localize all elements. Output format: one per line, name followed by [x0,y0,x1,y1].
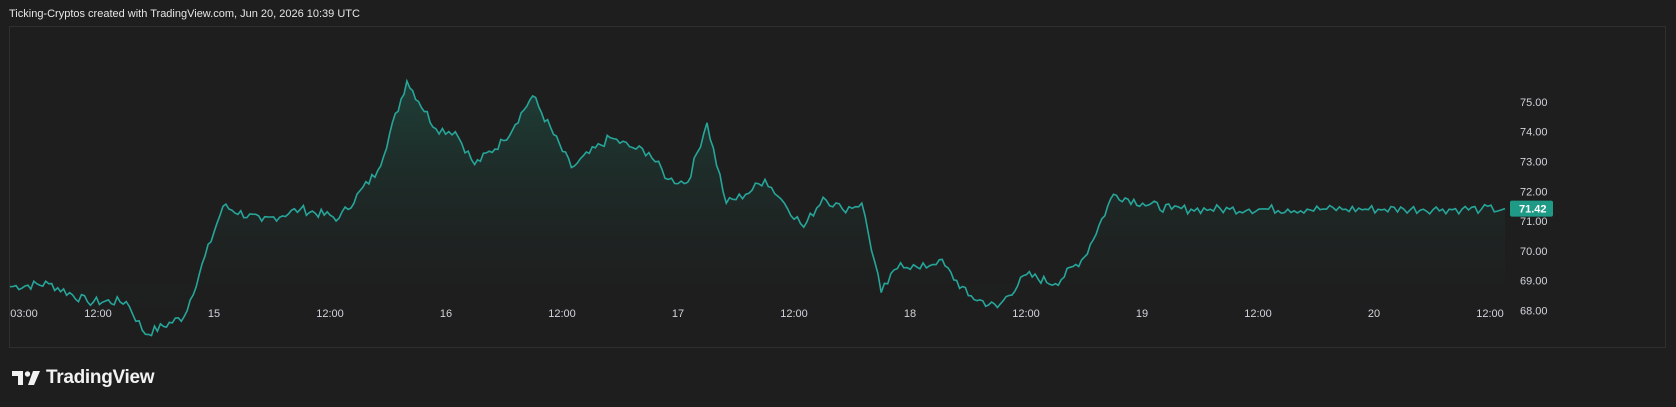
x-tick-label: 12:00 [548,308,576,320]
x-tick-label: 03:00 [10,308,38,320]
x-tick-label: 12:00 [1244,308,1272,320]
y-tick-label: 75.00 [1520,97,1548,109]
y-tick-label: 72.00 [1520,186,1548,198]
chart-caption: Ticking-Cryptos created with TradingView… [9,8,360,20]
x-tick-label: 12:00 [1012,308,1040,320]
x-tick-label: 17 [672,308,684,320]
price-chart[interactable]: 68.00 69.00 70.00 71.00 72.00 73.00 74.00 75.00… [10,27,1667,349]
y-tick-label: 69.00 [1520,276,1548,288]
x-tick-label: 15 [208,308,220,320]
x-tick-label: 16 [440,308,452,320]
tradingview-logo-icon [12,371,40,385]
y-tick-label: 74.00 [1520,127,1548,139]
x-tick-label: 20 [1368,308,1380,320]
price-axis[interactable]: 68.00 69.00 70.00 71.00 72.00 73.00 74.00 75.00 [1520,97,1548,318]
price-line [10,78,1506,337]
x-tick-label: 12:00 [780,308,808,320]
last-price-tag [1510,200,1553,217]
tradingview-logo[interactable]: TradingView [12,367,155,389]
last-price-label: 71.42 [1519,204,1547,216]
x-tick-label: 12:00 [316,308,344,320]
y-tick-label: 70.00 [1520,246,1548,258]
chart-frame[interactable]: 68.00 69.00 70.00 71.00 72.00 73.00 74.00 75.00… [9,26,1666,348]
x-tick-label: 19 [1136,308,1148,320]
y-tick-label: 73.00 [1520,157,1548,169]
price-area-fill [10,81,1505,336]
y-tick-label: 68.00 [1520,306,1548,318]
x-tick-label: 18 [904,308,916,320]
y-tick-label: 71.00 [1520,216,1548,228]
x-tick-label: 12:00 [84,308,112,320]
time-axis[interactable]: 03:00 12:00 15 12:00 16 12:00 17 12:00 18 12:00 19… [10,308,1504,320]
x-tick-label: 12:00 [1476,308,1504,320]
tradingview-wordmark: TradingView [46,367,155,388]
